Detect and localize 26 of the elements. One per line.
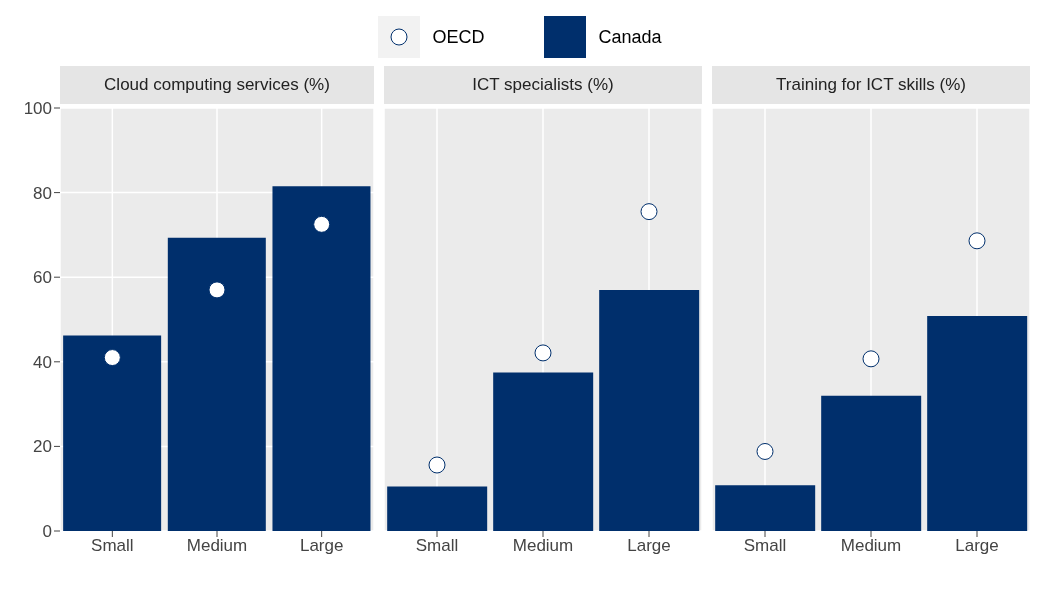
x-tick-label: Large xyxy=(955,536,999,556)
x-tick-label: Small xyxy=(743,536,787,556)
legend-label: OECD xyxy=(432,26,485,48)
chart-title: Training for ICT skills (%) xyxy=(712,66,1030,104)
x-tick-label: Medium xyxy=(186,536,248,556)
bar xyxy=(63,335,162,531)
point xyxy=(313,215,331,233)
x-tick-label: Small xyxy=(415,536,459,556)
legend-label: Canada xyxy=(598,26,662,48)
y-tick-label: 20 xyxy=(33,437,52,457)
chart-title: Cloud computing services (%) xyxy=(60,66,374,104)
y-tick-label: 100 xyxy=(23,99,52,119)
x-tick-label: Medium xyxy=(840,536,902,556)
chart-title: ICT specialists (%) xyxy=(384,66,702,104)
bar xyxy=(272,186,371,531)
y-tick-label: 80 xyxy=(33,183,52,203)
point xyxy=(208,281,226,299)
y-tick-label: 60 xyxy=(33,268,52,288)
x-tick-label: Medium xyxy=(512,536,574,556)
point xyxy=(103,349,121,367)
bar xyxy=(167,237,266,531)
y-tick-label: 40 xyxy=(33,352,52,372)
y-tick-label: 0 xyxy=(42,522,52,542)
x-tick-label: Large xyxy=(627,536,671,556)
x-tick-label: Large xyxy=(299,536,344,556)
x-tick-label: Small xyxy=(91,536,134,556)
